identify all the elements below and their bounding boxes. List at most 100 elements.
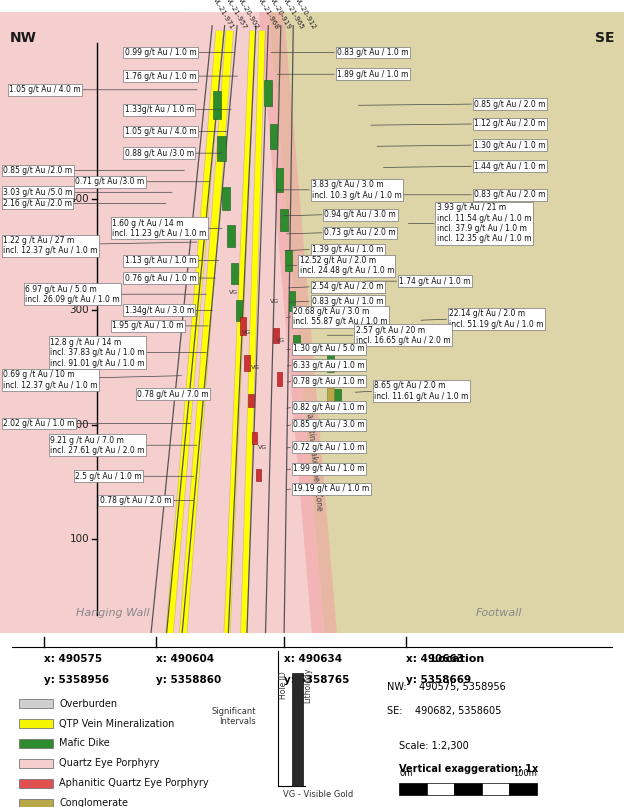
Text: 0.85 g/t Au / 3.0 m: 0.85 g/t Au / 3.0 m [293, 420, 365, 429]
Text: 9.21 g /t Au / 7.0 m
incl. 27.61 g/t Au / 2.0 m: 9.21 g /t Au / 7.0 m incl. 27.61 g/t Au … [50, 436, 144, 455]
Text: 1.34g/t Au / 3.0 m: 1.34g/t Au / 3.0 m [125, 306, 194, 315]
Bar [252, 432, 257, 444]
Text: x: 490604: x: 490604 [156, 654, 214, 664]
Text: 2.54 g/t Au / 2.0 m: 2.54 g/t Au / 2.0 m [312, 282, 384, 291]
Text: VG: VG [276, 337, 285, 343]
Bar [399, 783, 427, 795]
Text: 400: 400 [70, 194, 89, 203]
Text: 0.85 g/t Au /2.0 m: 0.85 g/t Au /2.0 m [3, 166, 72, 175]
Text: VG - Visible Gold: VG - Visible Gold [283, 790, 353, 800]
Bar [19, 700, 53, 708]
Bar [285, 250, 292, 271]
Bar [327, 349, 334, 372]
Text: NW:    490575, 5358956: NW: 490575, 5358956 [387, 682, 505, 692]
Text: y: 5358956: y: 5358956 [44, 675, 109, 685]
Text: 19.19 g/t Au / 1.0 m: 19.19 g/t Au / 1.0 m [293, 484, 369, 493]
Bar [236, 300, 242, 321]
Text: Aphanitic Quartz Eye Porphyry: Aphanitic Quartz Eye Porphyry [59, 779, 209, 788]
Text: 1.95 g/t Au / 1.0 m: 1.95 g/t Au / 1.0 m [112, 321, 184, 330]
Text: Valentine Lake Shear Zone: Valentine Lake Shear Zone [304, 408, 324, 511]
Bar [217, 136, 226, 161]
Text: 1.76 g/t Au / 1.0 m: 1.76 g/t Au / 1.0 m [125, 72, 197, 81]
Bar [454, 783, 482, 795]
Bar [227, 224, 235, 247]
Text: 0.94 g/t Au / 3.0 m: 0.94 g/t Au / 3.0 m [324, 210, 396, 220]
Text: y: 5358765: y: 5358765 [284, 675, 349, 685]
Bar [482, 783, 509, 795]
Text: VL-20-919: VL-20-919 [270, 0, 293, 31]
Text: VL-21-971: VL-21-971 [212, 0, 235, 31]
Text: 0.83 g/t Au / 1.0 m: 0.83 g/t Au / 1.0 m [337, 48, 409, 57]
Text: Location: Location [431, 654, 484, 664]
Text: 1.30 g/t Au / 1.0 m: 1.30 g/t Au / 1.0 m [474, 140, 546, 149]
Text: 0.83 g/t Au / 1.0 m: 0.83 g/t Au / 1.0 m [312, 296, 384, 306]
Text: 300: 300 [70, 305, 89, 316]
Text: 0.72 g/t Au / 1.0 m: 0.72 g/t Au / 1.0 m [293, 442, 365, 452]
Bar [245, 355, 250, 371]
Text: 0.83 g/t Au / 2.0 m: 0.83 g/t Au / 2.0 m [474, 190, 546, 199]
Bar [256, 470, 261, 481]
Bar [270, 124, 277, 148]
Bar [231, 262, 238, 283]
Text: VG: VG [230, 291, 238, 295]
Polygon shape [268, 12, 624, 633]
Text: Conglomerate: Conglomerate [59, 798, 129, 807]
Text: Scale: 1:2,300: Scale: 1:2,300 [399, 741, 469, 751]
Text: NW: NW [9, 31, 36, 44]
Text: VL-21-968: VL-21-968 [257, 0, 280, 31]
Bar [276, 168, 283, 192]
Text: x: 490663: x: 490663 [406, 654, 464, 664]
Bar [273, 328, 278, 343]
Text: 0.99 g/t Au / 1.0 m: 0.99 g/t Au / 1.0 m [125, 48, 197, 57]
Text: 12.8 g /t Au / 14 m
incl. 37.83 g/t Au / 1.0 m
incl. 91.01 g/t Au / 1.0 m: 12.8 g /t Au / 14 m incl. 37.83 g/t Au /… [50, 337, 145, 367]
Text: SE:    490682, 5358605: SE: 490682, 5358605 [387, 706, 501, 717]
Text: VG: VG [242, 329, 251, 335]
Text: 2.57 g/t Au / 20 m
incl. 16.65 g/t Au / 2.0 m: 2.57 g/t Au / 20 m incl. 16.65 g/t Au / … [356, 325, 451, 345]
Text: 2.5 g/t Au / 1.0 m: 2.5 g/t Au / 1.0 m [75, 472, 142, 481]
Text: 1.05 g/t Au / 4.0 m: 1.05 g/t Au / 4.0 m [9, 86, 81, 94]
Text: Overburden: Overburden [59, 699, 117, 709]
Text: VL-21-957: VL-21-957 [225, 0, 248, 31]
Polygon shape [0, 12, 187, 168]
Text: 6.97 g/t Au / 5.0 m
incl. 26.09 g/t Au / 1.0 m: 6.97 g/t Au / 5.0 m incl. 26.09 g/t Au /… [25, 285, 120, 304]
Text: 100m: 100m [513, 768, 537, 777]
Text: 1.99 g/t Au / 1.0 m: 1.99 g/t Au / 1.0 m [293, 464, 365, 474]
Bar [19, 799, 53, 807]
Text: Significant
Intervals: Significant Intervals [212, 707, 256, 726]
Text: 1.05 g/t Au / 4.0 m: 1.05 g/t Au / 4.0 m [125, 127, 197, 136]
Text: 0.78 g/t Au / 2.0 m: 0.78 g/t Au / 2.0 m [100, 496, 172, 505]
Bar [509, 783, 537, 795]
Polygon shape [259, 12, 337, 633]
Text: Footwall: Footwall [476, 608, 522, 618]
Text: 3.03 g/t Au /5.0 m: 3.03 g/t Au /5.0 m [3, 188, 72, 197]
Text: VG: VG [258, 445, 266, 449]
Text: 0.88 g/t Au /3.0 m: 0.88 g/t Au /3.0 m [125, 148, 194, 157]
Text: VL-21-965: VL-21-965 [282, 0, 305, 31]
Text: 6.33 g/t Au / 1.0 m: 6.33 g/t Au / 1.0 m [293, 361, 365, 370]
Text: 3.93 g/t Au / 21 m
incl. 11.54 g/t Au / 1.0 m
incl. 37.9 g/t Au / 1.0 m
incl. 12: 3.93 g/t Au / 21 m incl. 11.54 g/t Au / … [437, 203, 531, 244]
Bar [213, 91, 221, 119]
Text: x: 490575: x: 490575 [44, 654, 102, 664]
Text: 20.68 g/t Au / 3.0 m
incl. 55.87 g/t Au / 1.0 m: 20.68 g/t Au / 3.0 m incl. 55.87 g/t Au … [293, 307, 388, 326]
Text: 0.73 g/t Au / 2.0 m: 0.73 g/t Au / 2.0 m [324, 228, 396, 237]
Text: 1.30 g/t Au / 5.0 m: 1.30 g/t Au / 5.0 m [293, 345, 365, 353]
Bar [265, 80, 273, 106]
Text: 1.12 g/t Au / 2.0 m: 1.12 g/t Au / 2.0 m [474, 119, 545, 128]
Bar [222, 186, 230, 211]
Text: 0.69 g /t Au / 10 m
incl. 12.37 g/t Au / 1.0 m: 0.69 g /t Au / 10 m incl. 12.37 g/t Au /… [3, 370, 97, 390]
Text: Lithology: Lithology [303, 668, 312, 703]
Text: Hole ID: Hole ID [279, 671, 288, 700]
Text: 1.13 g/t Au / 1.0 m: 1.13 g/t Au / 1.0 m [125, 256, 196, 266]
Text: 12.52 g/t Au / 2.0 m
incl. 24.48 g/t Au / 1.0 m: 12.52 g/t Au / 2.0 m incl. 24.48 g/t Au … [300, 256, 394, 275]
Polygon shape [0, 12, 324, 633]
Bar [240, 317, 246, 335]
Text: x: 490634: x: 490634 [284, 654, 342, 664]
Text: Hanging Wall: Hanging Wall [76, 608, 149, 618]
Text: 2.16 g/t Au /2.0 m: 2.16 g/t Au /2.0 m [3, 199, 72, 208]
Bar [427, 783, 454, 795]
Text: 100: 100 [70, 534, 89, 544]
Text: 1.39 g/t Au / 1.0 m: 1.39 g/t Au / 1.0 m [312, 245, 384, 254]
Text: 1.60 g /t Au / 14 m
incl. 11.23 g/t Au / 1.0 m: 1.60 g /t Au / 14 m incl. 11.23 g/t Au /… [112, 219, 207, 238]
Text: 1.33g/t Au / 1.0 m: 1.33g/t Au / 1.0 m [125, 105, 194, 114]
Text: y: 5358860: y: 5358860 [156, 675, 222, 685]
